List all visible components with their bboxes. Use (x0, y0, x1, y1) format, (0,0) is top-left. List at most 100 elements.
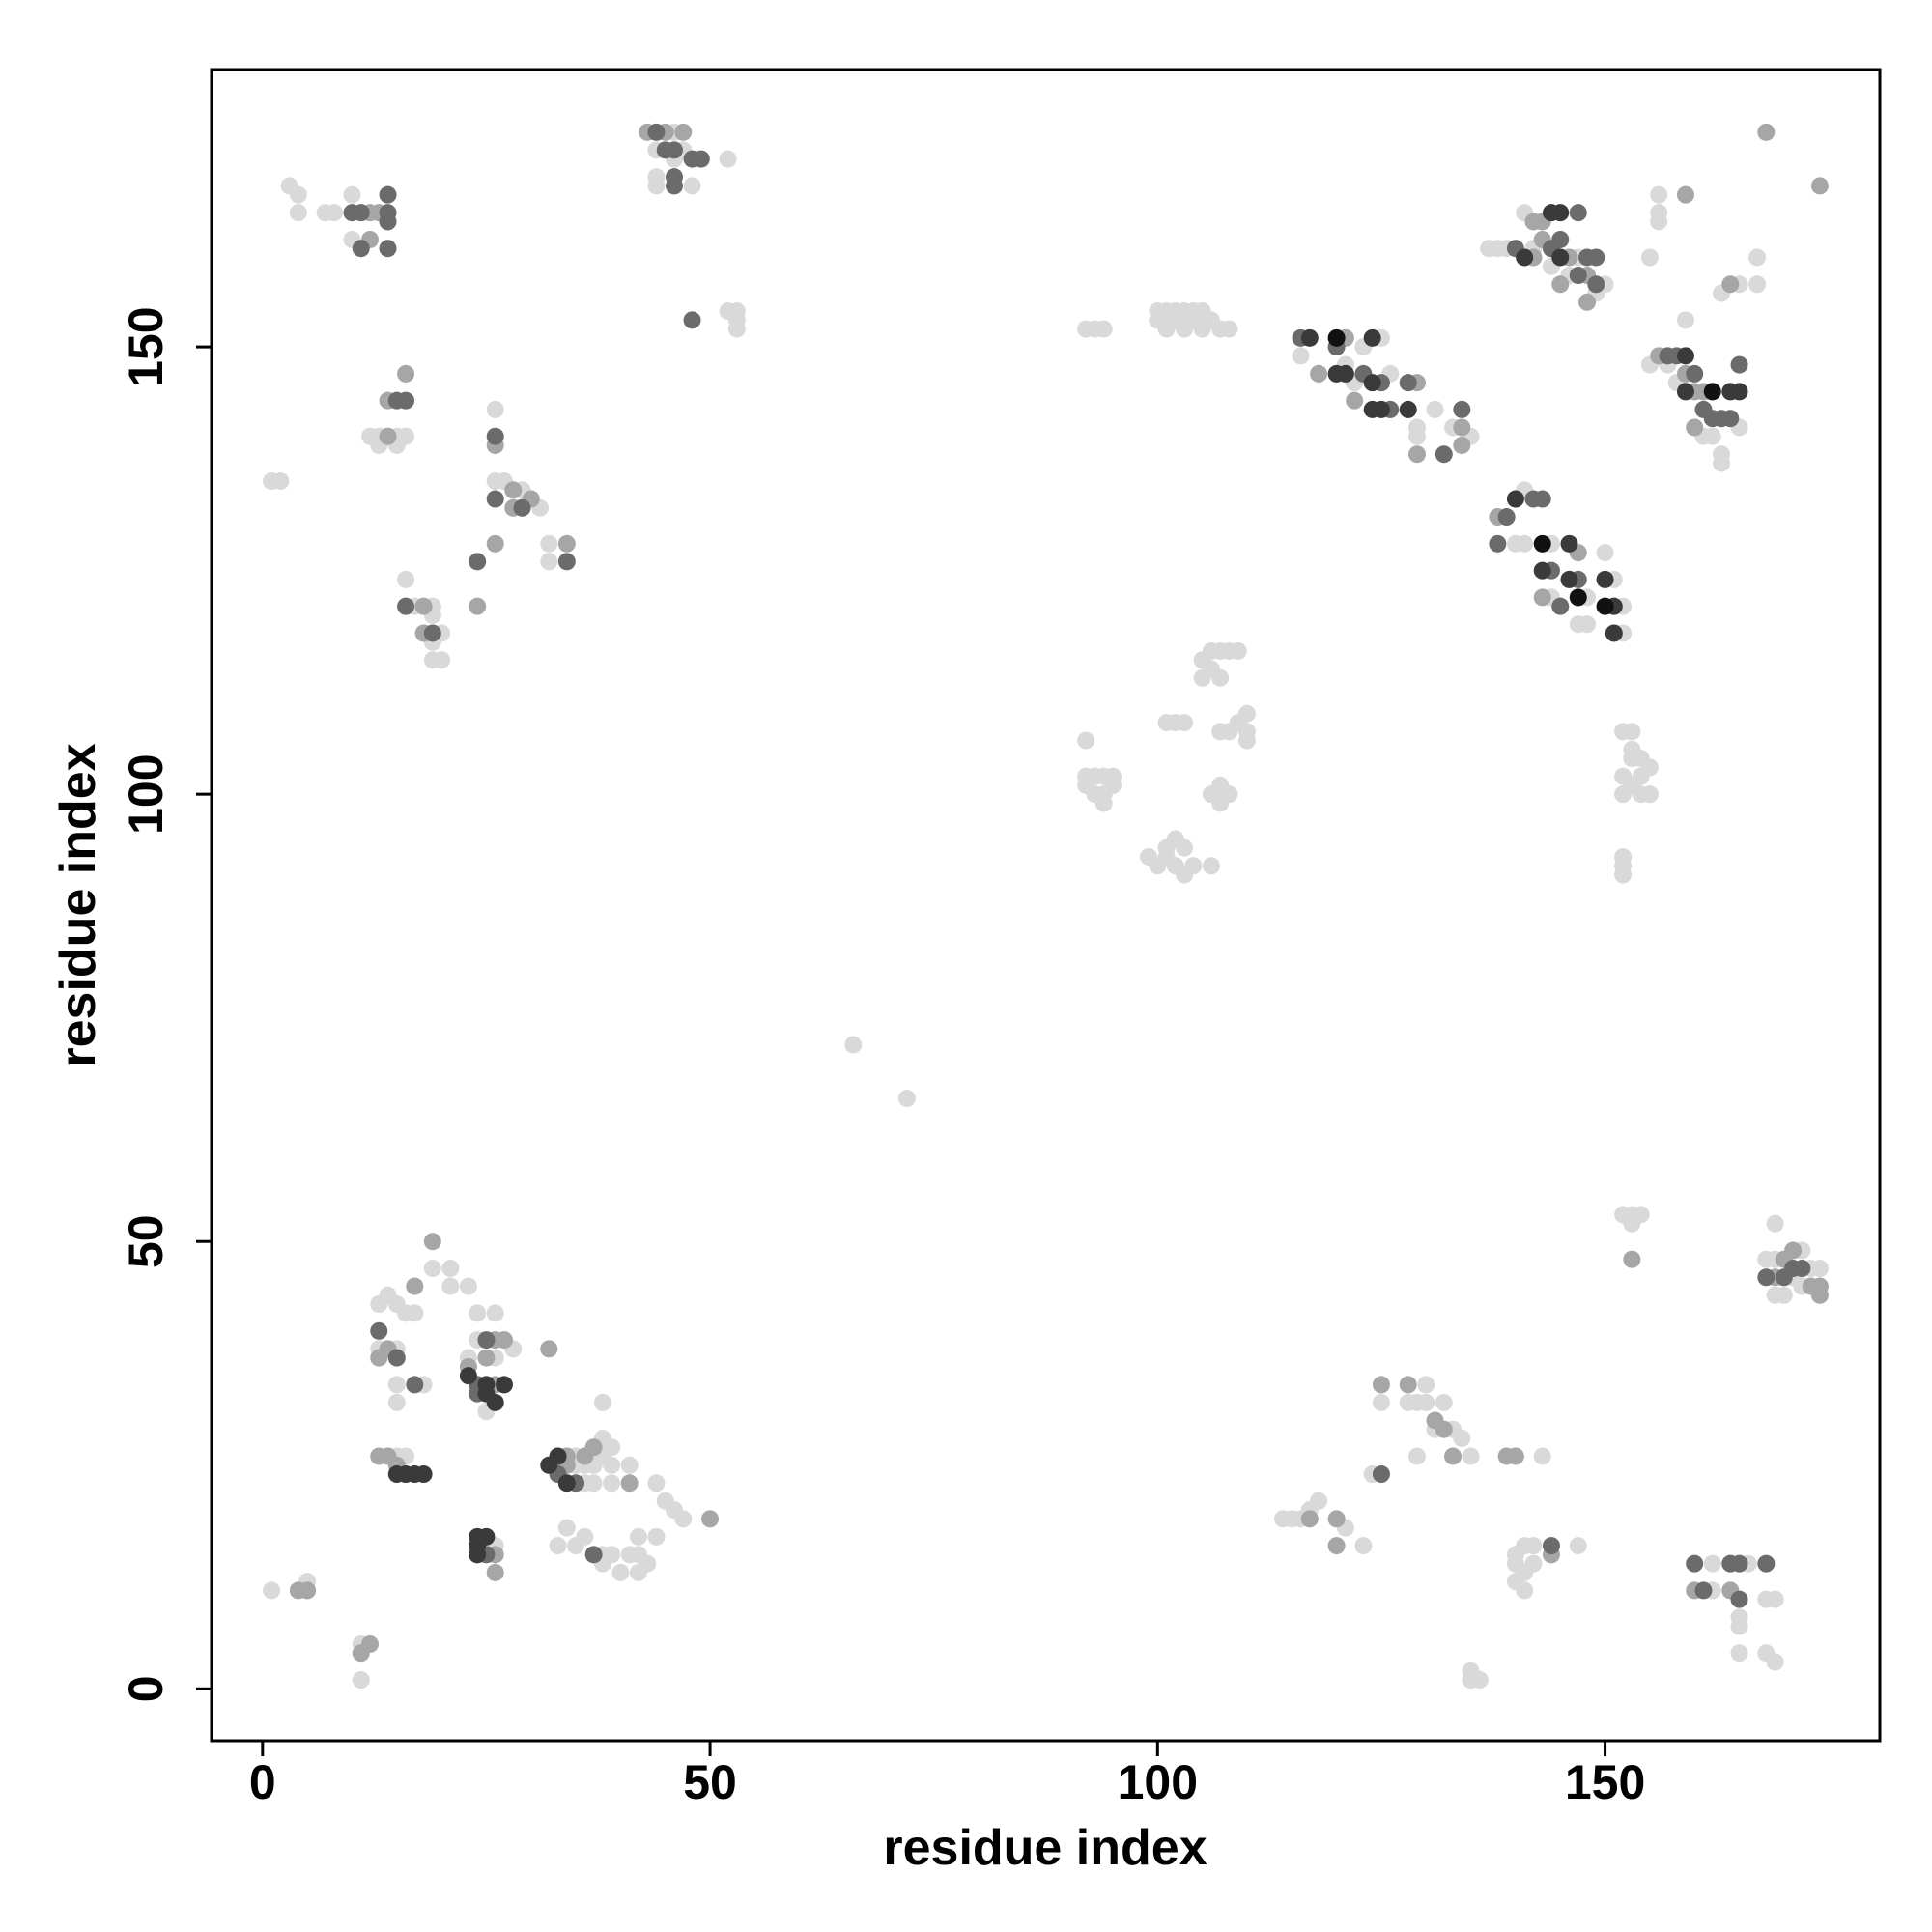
contact-point (1676, 185, 1694, 204)
contact-point (1775, 1286, 1793, 1304)
contact-point (1399, 374, 1417, 392)
contact-point (1176, 838, 1194, 857)
contact-point (1453, 418, 1471, 437)
contact-point (1462, 1447, 1480, 1465)
contact-point (727, 320, 746, 338)
contact-point (549, 1537, 567, 1555)
contact-point (1300, 1510, 1319, 1528)
contact-point (1730, 1644, 1748, 1662)
contact-point (1516, 1581, 1534, 1600)
contact-point (1694, 400, 1713, 418)
contact-point (352, 240, 370, 258)
contact-point (1103, 776, 1122, 794)
contact-point (271, 472, 290, 491)
contact-point (1176, 714, 1194, 732)
contact-point (540, 1456, 558, 1474)
contact-point (1686, 1554, 1704, 1573)
contact-point (1766, 1214, 1784, 1233)
contact-point (423, 624, 441, 642)
contact-point (611, 1563, 630, 1581)
contact-point (1793, 1260, 1811, 1278)
contact-point (897, 1090, 916, 1108)
contact-point (1551, 597, 1570, 615)
contact-point (557, 1474, 576, 1492)
contact-point (486, 427, 504, 445)
contact-point (459, 1367, 477, 1385)
contact-point (1372, 1376, 1390, 1394)
contact-point (441, 1277, 460, 1295)
contact-point (1614, 785, 1633, 804)
contact-point (1569, 204, 1587, 222)
contact-point (1444, 1447, 1463, 1465)
contact-point (379, 427, 397, 445)
contact-point (576, 1527, 594, 1546)
contact-point (433, 651, 451, 669)
contact-point (504, 481, 523, 499)
contact-point (1587, 248, 1605, 267)
contact-point (1676, 383, 1694, 401)
contact-point (387, 1349, 406, 1367)
contact-point (1810, 1286, 1829, 1304)
contact-point (1766, 1653, 1784, 1671)
contact-point (1417, 1376, 1435, 1394)
contact-point (495, 1376, 513, 1394)
contact-point (1453, 1429, 1471, 1447)
contact-point (1542, 1537, 1560, 1555)
contact-point (1094, 320, 1113, 338)
contact-point (1596, 544, 1614, 562)
contact-point (379, 213, 397, 231)
contact-point (1407, 445, 1426, 464)
contact-point (647, 123, 666, 141)
contact-point (1435, 1420, 1453, 1438)
contact-point (513, 498, 531, 517)
contact-point (692, 150, 710, 168)
contact-point (1623, 750, 1641, 768)
contact-point (1578, 615, 1597, 634)
contact-point (1407, 427, 1426, 445)
contact-point (441, 1260, 460, 1278)
contact-point (1149, 857, 1167, 875)
contact-point (1399, 400, 1417, 418)
contact-point (1730, 383, 1748, 401)
contact-point (1730, 1590, 1748, 1608)
contact-point (666, 141, 684, 159)
contact-point (1202, 857, 1220, 875)
contact-point (1407, 1447, 1426, 1465)
contact-point (1730, 355, 1748, 374)
contact-point (459, 1277, 477, 1295)
contact-point (379, 185, 397, 204)
x-tick-label: 50 (683, 1755, 737, 1809)
contact-point (352, 1644, 370, 1662)
contact-point (1810, 1260, 1829, 1278)
contact-point (701, 1510, 720, 1528)
contact-point (469, 1304, 487, 1322)
contact-point (423, 1260, 441, 1278)
contact-point (289, 204, 307, 222)
contact-point (584, 1546, 603, 1564)
contact-point (1211, 723, 1230, 741)
contact-point (352, 204, 370, 222)
contact-point (1372, 1465, 1390, 1484)
contact-point (1193, 668, 1211, 687)
contact-point (540, 553, 558, 571)
contact-point (1748, 275, 1767, 294)
contact-point (593, 1393, 611, 1411)
contact-point (557, 1519, 576, 1537)
contact-point (1399, 1376, 1417, 1394)
contact-point (1506, 1447, 1524, 1465)
contact-point (629, 1527, 647, 1546)
contact-point (1176, 320, 1194, 338)
contact-point (397, 391, 415, 410)
contact-point (469, 597, 487, 615)
contact-point (1524, 1537, 1543, 1555)
contact-point (1417, 1393, 1435, 1411)
contact-point (1220, 320, 1238, 338)
contact-point (1569, 267, 1587, 285)
contact-point (1336, 364, 1354, 383)
y-tick-label: 50 (119, 1214, 173, 1268)
contact-point (1623, 723, 1641, 741)
contact-point (1703, 383, 1721, 401)
contact-point (1614, 857, 1633, 875)
contact-point (1694, 1581, 1713, 1600)
